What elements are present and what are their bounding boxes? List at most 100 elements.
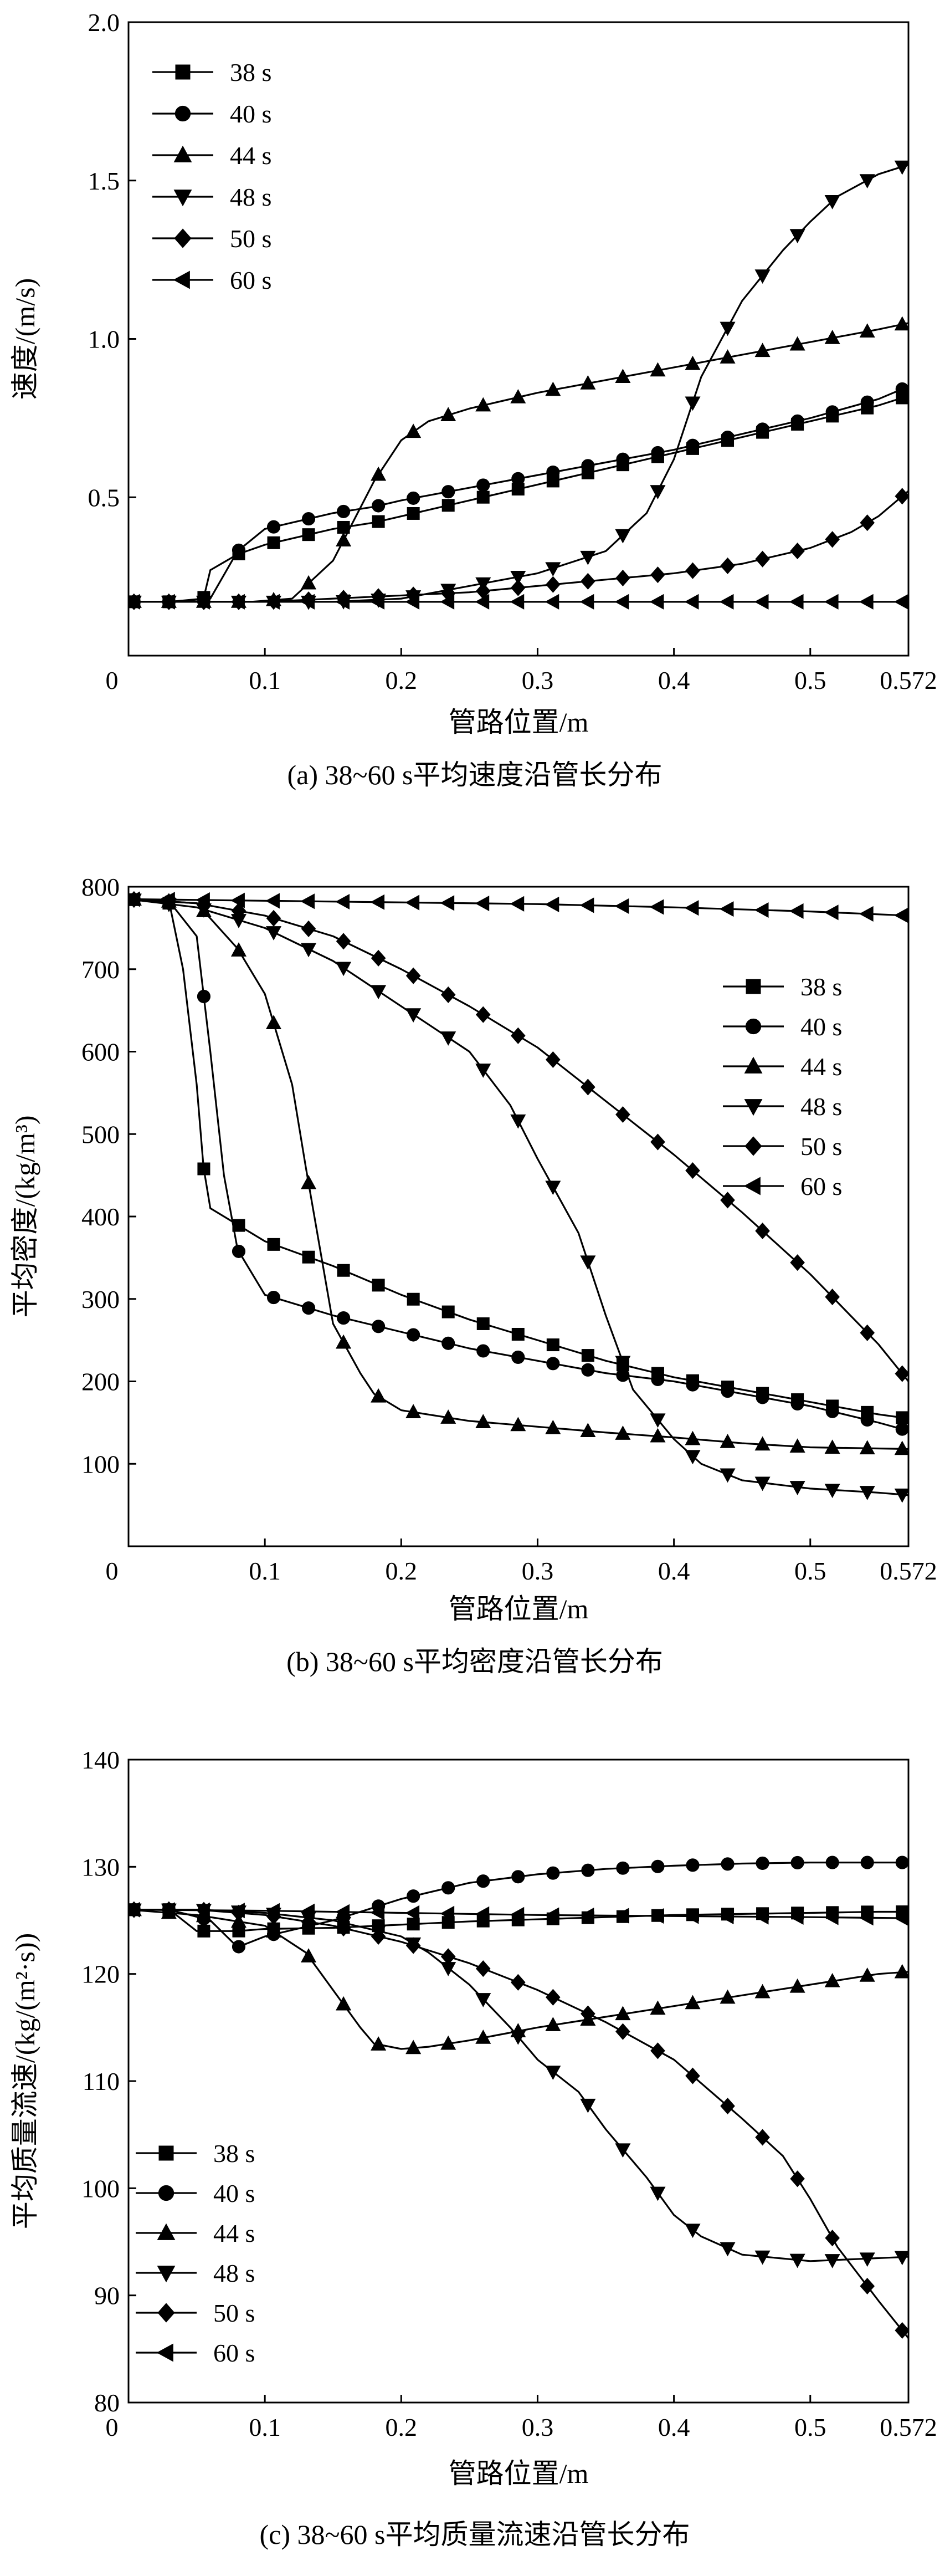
data-point [407,1889,420,1903]
y-tick-label: 500 [81,1120,120,1148]
data-point [579,897,594,913]
data-point [754,1909,769,1925]
x-tick-label: 0.1 [249,2413,281,2441]
data-point [893,907,908,923]
data-point [546,576,561,593]
data-point [510,1027,526,1044]
data-point [790,1397,804,1410]
x-tick-label: 0.1 [249,666,281,694]
data-point [300,1903,315,1919]
data-point [824,1484,840,1499]
data-point [754,343,771,357]
data-point [197,1924,210,1938]
legend-label: 38 s [800,973,842,1001]
data-point [754,1984,771,1999]
data-point [265,926,282,941]
legend-label: 48 s [213,2259,255,2287]
series-38s [129,1903,908,1938]
figure-caption: (a) 38~60 s平均速度沿管长分布 [287,759,662,790]
data-point [546,1866,560,1880]
legend-entry: 38 s [723,973,842,1001]
data-point [755,1222,770,1240]
legend-marker [746,979,761,994]
data-point [825,405,839,419]
data-point [650,362,666,377]
y-tick-label: 140 [81,1746,120,1774]
data-point [440,594,455,610]
data-point [579,594,594,610]
legend-label: 60 s [800,1172,842,1200]
legend-marker [174,105,191,122]
legend-label: 40 s [230,100,271,128]
y-tick-label: 2.0 [88,8,120,37]
data-point [405,1404,422,1418]
data-point [895,488,908,505]
data-point [161,1902,175,1918]
data-point [686,1858,700,1872]
x-tick-label: 0.572 [880,666,937,694]
legend-marker [173,190,192,207]
data-point [754,1476,771,1491]
data-point [545,896,559,912]
data-point [754,1436,771,1451]
data-point [336,532,352,547]
series-line [129,898,908,1450]
x-tick-label: 0.1 [249,1557,281,1585]
data-point [824,1972,840,1987]
data-point [230,942,247,957]
data-point [581,2005,595,2022]
data-point [685,562,700,579]
data-point [232,1940,246,1954]
x-axis-label: 管路位置/m [449,707,589,738]
data-point [405,895,420,911]
data-point [440,986,456,1003]
data-point [721,430,735,444]
data-point [579,1908,594,1924]
data-point [685,1450,701,1465]
data-point [650,2042,665,2059]
data-point [581,459,595,473]
legend-label: 44 s [213,2219,255,2247]
y-tick-label: 1.0 [88,325,120,354]
data-point [546,1338,559,1352]
legend-marker [744,1136,762,1156]
data-point [407,1292,420,1306]
data-point [335,893,350,910]
data-point [232,543,246,557]
data-point [510,570,526,585]
data-point [545,2066,561,2081]
data-point [300,893,315,909]
data-point [894,1964,908,1979]
data-point [265,893,280,909]
data-point [720,2098,735,2115]
data-point [510,594,525,610]
data-point [476,1317,490,1330]
legend-entry: 38 s [152,58,271,86]
y-tick-label: 130 [81,1853,120,1881]
data-point [405,2040,422,2054]
x-tick-label: 0.4 [658,2413,690,2441]
data-point [649,899,664,915]
data-point [302,1250,315,1264]
data-point [510,1907,525,1923]
legend-label: 50 s [230,224,271,253]
legend-label: 40 s [800,1013,842,1041]
y-tick-label: 100 [81,2174,120,2202]
data-point [232,1244,246,1258]
data-point [475,2030,491,2044]
legend-entry: 44 s [152,141,271,170]
data-point [336,962,352,977]
legend-entry: 38 s [136,2139,255,2168]
series-40s [129,892,908,1436]
legend-marker [157,2303,175,2323]
data-point [267,536,280,549]
series-44s [129,891,908,1455]
data-point [859,1486,875,1500]
data-point [686,438,700,452]
data-point [440,1905,455,1921]
legend-entry: 48 s [152,183,271,211]
data-point [894,1488,908,1503]
legend-entry: 48 s [136,2259,255,2287]
x-tick-label: 0.5 [794,1557,826,1585]
data-point [301,512,316,526]
